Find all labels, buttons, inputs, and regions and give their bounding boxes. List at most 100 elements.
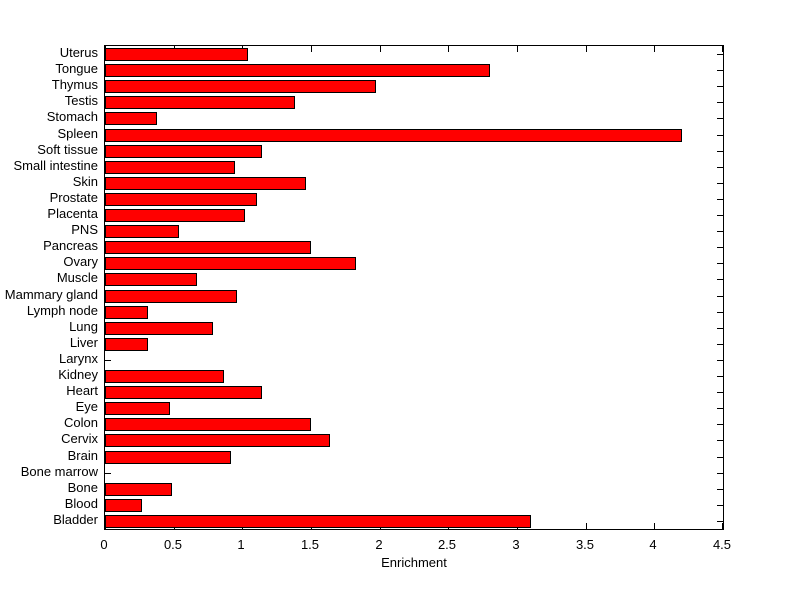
y-tick-mark	[717, 231, 723, 232]
y-tick-mark	[717, 312, 723, 313]
bar-uterus	[105, 48, 248, 61]
x-tick-mark	[586, 523, 587, 529]
y-tick-mark	[717, 70, 723, 71]
bar-stomach	[105, 112, 157, 125]
y-tick-label: Skin	[72, 174, 98, 189]
y-tick-mark	[717, 489, 723, 490]
y-tick-label: Ovary	[63, 254, 98, 269]
y-tick-label: Lung	[69, 319, 98, 334]
y-tick-label: Placenta	[47, 206, 98, 221]
y-tick-label: Pancreas	[43, 238, 98, 253]
x-tick-label: 4.5	[712, 537, 732, 552]
bar-soft-tissue	[105, 145, 262, 158]
y-tick-mark	[717, 344, 723, 345]
y-tick-label: Larynx	[58, 351, 98, 366]
y-tick-mark	[717, 521, 723, 522]
y-tick-label: Brain	[67, 448, 98, 463]
x-tick-label: 1.5	[300, 537, 320, 552]
bar-eye	[105, 402, 170, 415]
x-tick-label: 3	[512, 537, 520, 552]
bar-kidney	[105, 370, 224, 383]
y-tick-mark	[717, 505, 723, 506]
x-tick-label: 3.5	[575, 537, 595, 552]
y-tick-mark	[717, 86, 723, 87]
y-tick-label: Bone	[67, 480, 98, 495]
y-tick-mark	[717, 118, 723, 119]
y-tick-label: Eye	[75, 399, 98, 414]
bar-lung	[105, 322, 213, 335]
y-tick-label: PNS	[71, 222, 98, 237]
x-tick-mark	[586, 46, 587, 52]
x-tick-mark	[380, 46, 381, 52]
bar-colon	[105, 418, 311, 431]
y-tick-mark	[717, 102, 723, 103]
y-axis-tick-labels: Uterus Tongue Thymus Testis Stomach Spleen Sof…	[0, 45, 98, 530]
bar-blood	[105, 499, 142, 512]
x-tick-label: 1	[237, 537, 245, 552]
bar-prostate	[105, 193, 257, 206]
y-tick-label: Kidney	[58, 367, 98, 382]
y-tick-mark	[717, 296, 723, 297]
y-tick-label: Cervix	[61, 431, 98, 446]
y-tick-mark	[717, 151, 723, 152]
y-tick-label: Muscle	[56, 270, 98, 285]
y-tick-mark	[717, 440, 723, 441]
y-tick-label: Lymph node	[26, 303, 98, 318]
y-tick-label: Colon	[64, 415, 98, 430]
x-tick-mark	[654, 46, 655, 52]
x-tick-mark	[448, 46, 449, 52]
bar-muscle	[105, 273, 197, 286]
bar-cervix	[105, 434, 330, 447]
y-tick-label: Tongue	[55, 61, 98, 76]
x-tick-mark	[654, 523, 655, 529]
x-tick-label: 4	[649, 537, 657, 552]
bar-heart	[105, 386, 262, 399]
bar-ovary	[105, 257, 356, 270]
y-tick-label: Thymus	[51, 77, 98, 92]
bar-lymph-node	[105, 306, 148, 319]
y-tick-label: Blood	[64, 496, 98, 511]
y-tick-mark	[717, 263, 723, 264]
y-tick-mark	[717, 199, 723, 200]
y-tick-label: Heart	[66, 383, 98, 398]
bar-placenta	[105, 209, 245, 222]
y-tick-mark	[717, 408, 723, 409]
y-tick-label: Mammary gland	[4, 287, 98, 302]
y-tick-mark	[717, 135, 723, 136]
x-tick-label: 0.5	[163, 537, 183, 552]
y-tick-mark	[717, 424, 723, 425]
x-tick-label: 2	[375, 537, 383, 552]
y-tick-mark	[717, 215, 723, 216]
bar-tongue	[105, 64, 490, 77]
y-tick-mark	[717, 392, 723, 393]
y-tick-mark	[105, 473, 111, 474]
y-tick-mark	[717, 247, 723, 248]
y-tick-mark	[717, 54, 723, 55]
bar-bone	[105, 483, 172, 496]
y-tick-label: Liver	[69, 335, 98, 350]
x-tick-label: 0	[100, 537, 108, 552]
x-tick-mark	[722, 523, 723, 529]
y-tick-mark	[717, 328, 723, 329]
y-tick-mark	[717, 167, 723, 168]
x-tick-mark	[311, 46, 312, 52]
x-tick-label: 2.5	[437, 537, 457, 552]
x-axis-title: Enrichment	[381, 555, 447, 570]
y-tick-label: Bone marrow	[20, 464, 98, 479]
bar-small-intestine	[105, 161, 235, 174]
y-tick-label: Bladder	[53, 512, 98, 527]
bar-brain	[105, 451, 231, 464]
bar-liver	[105, 338, 148, 351]
y-tick-label: Testis	[64, 93, 98, 108]
y-tick-label: Soft tissue	[37, 142, 98, 157]
y-tick-mark	[717, 457, 723, 458]
y-tick-label: Small intestine	[13, 158, 98, 173]
y-tick-mark	[105, 360, 111, 361]
bar-thymus	[105, 80, 376, 93]
bar-pns	[105, 225, 179, 238]
bar-mammary-gland	[105, 290, 237, 303]
y-tick-label: Spleen	[57, 126, 98, 141]
plot-area	[104, 45, 724, 530]
y-tick-label: Stomach	[46, 109, 98, 124]
